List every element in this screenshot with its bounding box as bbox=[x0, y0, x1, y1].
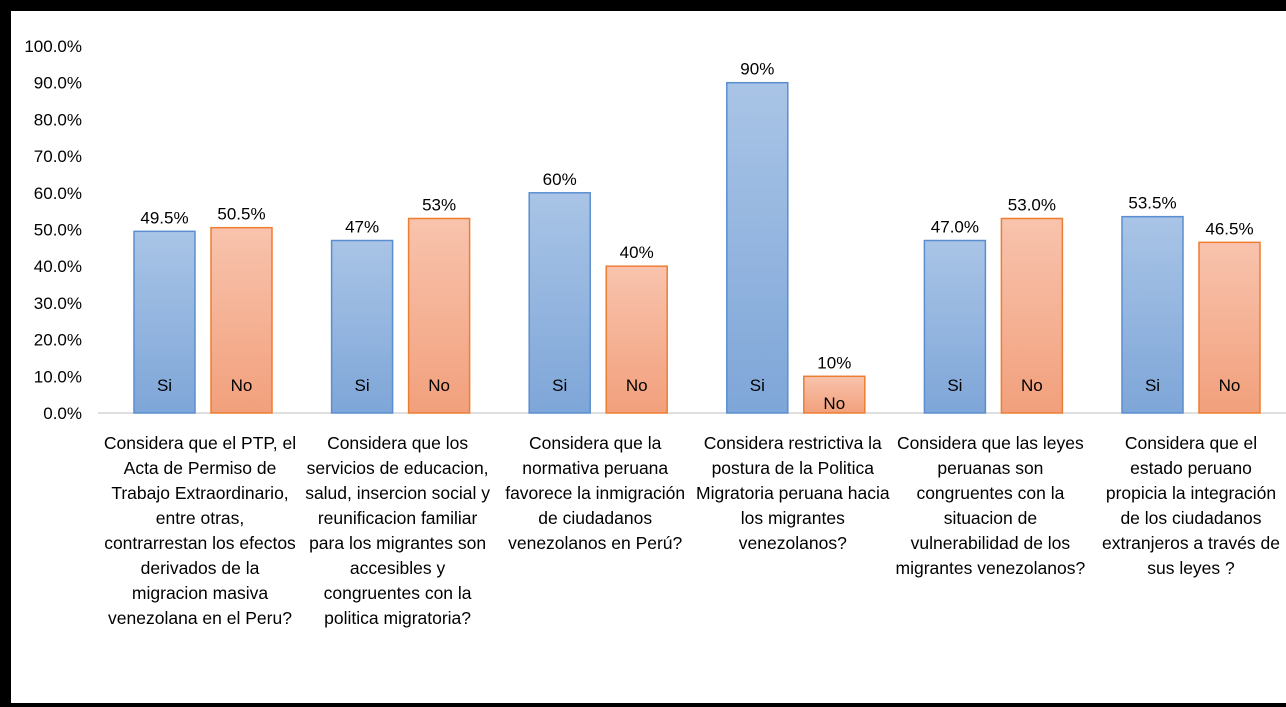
data-label-si: 47% bbox=[345, 218, 379, 237]
data-label-si: 60% bbox=[543, 170, 577, 189]
series-label-si: Si bbox=[355, 376, 370, 395]
data-label-si: 53.5% bbox=[1128, 194, 1176, 213]
bar-no bbox=[803, 375, 866, 414]
data-label-no: 53% bbox=[422, 195, 456, 214]
data-label-si: 47.0% bbox=[931, 218, 979, 237]
series-label-si: Si bbox=[750, 376, 765, 395]
x-category-label: Considera que la normativa peruana favor… bbox=[505, 433, 686, 553]
series-label-no: No bbox=[1219, 376, 1241, 395]
x-category-label: Considera que el PTP, el Acta de Permiso… bbox=[103, 433, 297, 628]
data-label-no: 53.0% bbox=[1008, 195, 1056, 214]
data-label-no: 10% bbox=[817, 353, 851, 372]
data-label-si: 49.5% bbox=[140, 208, 188, 227]
y-tick-label: 0.0% bbox=[43, 404, 82, 423]
bar-si bbox=[330, 239, 394, 414]
data-label-si: 90% bbox=[740, 60, 774, 79]
series-label-no: No bbox=[1021, 376, 1043, 395]
data-label-no: 46.5% bbox=[1205, 219, 1253, 238]
bar-no bbox=[210, 226, 273, 414]
bar-si bbox=[923, 239, 987, 414]
y-tick-label: 40.0% bbox=[34, 257, 82, 276]
y-tick-label: 50.0% bbox=[34, 221, 82, 240]
y-tick-label: 70.0% bbox=[34, 147, 82, 166]
y-tick-label: 80.0% bbox=[34, 110, 82, 129]
bar-si bbox=[726, 81, 789, 414]
x-category-label: Considera que las leyes peruanas son con… bbox=[895, 433, 1086, 578]
bar-no bbox=[407, 217, 471, 414]
series-label-si: Si bbox=[947, 376, 962, 395]
y-tick-label: 60.0% bbox=[34, 184, 82, 203]
y-tick-label: 20.0% bbox=[34, 331, 82, 350]
series-label-no: No bbox=[823, 394, 845, 413]
data-label-no: 40% bbox=[620, 243, 654, 262]
series-label-si: Si bbox=[552, 376, 567, 395]
x-category-label: Considera que los servicios de educacion… bbox=[305, 433, 490, 628]
y-tick-label: 100.0% bbox=[24, 37, 82, 56]
y-tick-label: 30.0% bbox=[34, 294, 82, 313]
y-tick-label: 90.0% bbox=[34, 74, 82, 93]
bar-no bbox=[605, 265, 668, 414]
y-tick-label: 10.0% bbox=[34, 367, 82, 386]
x-category-label: Considera restrictiva la postura de la P… bbox=[696, 433, 890, 553]
bar-si bbox=[133, 230, 196, 414]
series-label-no: No bbox=[626, 376, 648, 395]
bar-no bbox=[1198, 241, 1261, 414]
series-label-si: Si bbox=[157, 376, 172, 395]
x-category-label: Considera que el estado peruano propicia… bbox=[1102, 433, 1281, 578]
series-label-no: No bbox=[428, 376, 450, 395]
series-label-si: Si bbox=[1145, 376, 1160, 395]
bar-si bbox=[528, 192, 591, 414]
series-label-no: No bbox=[231, 376, 253, 395]
bar-si bbox=[1121, 215, 1184, 414]
bar-no bbox=[1000, 217, 1064, 414]
data-label-no: 50.5% bbox=[217, 205, 265, 224]
